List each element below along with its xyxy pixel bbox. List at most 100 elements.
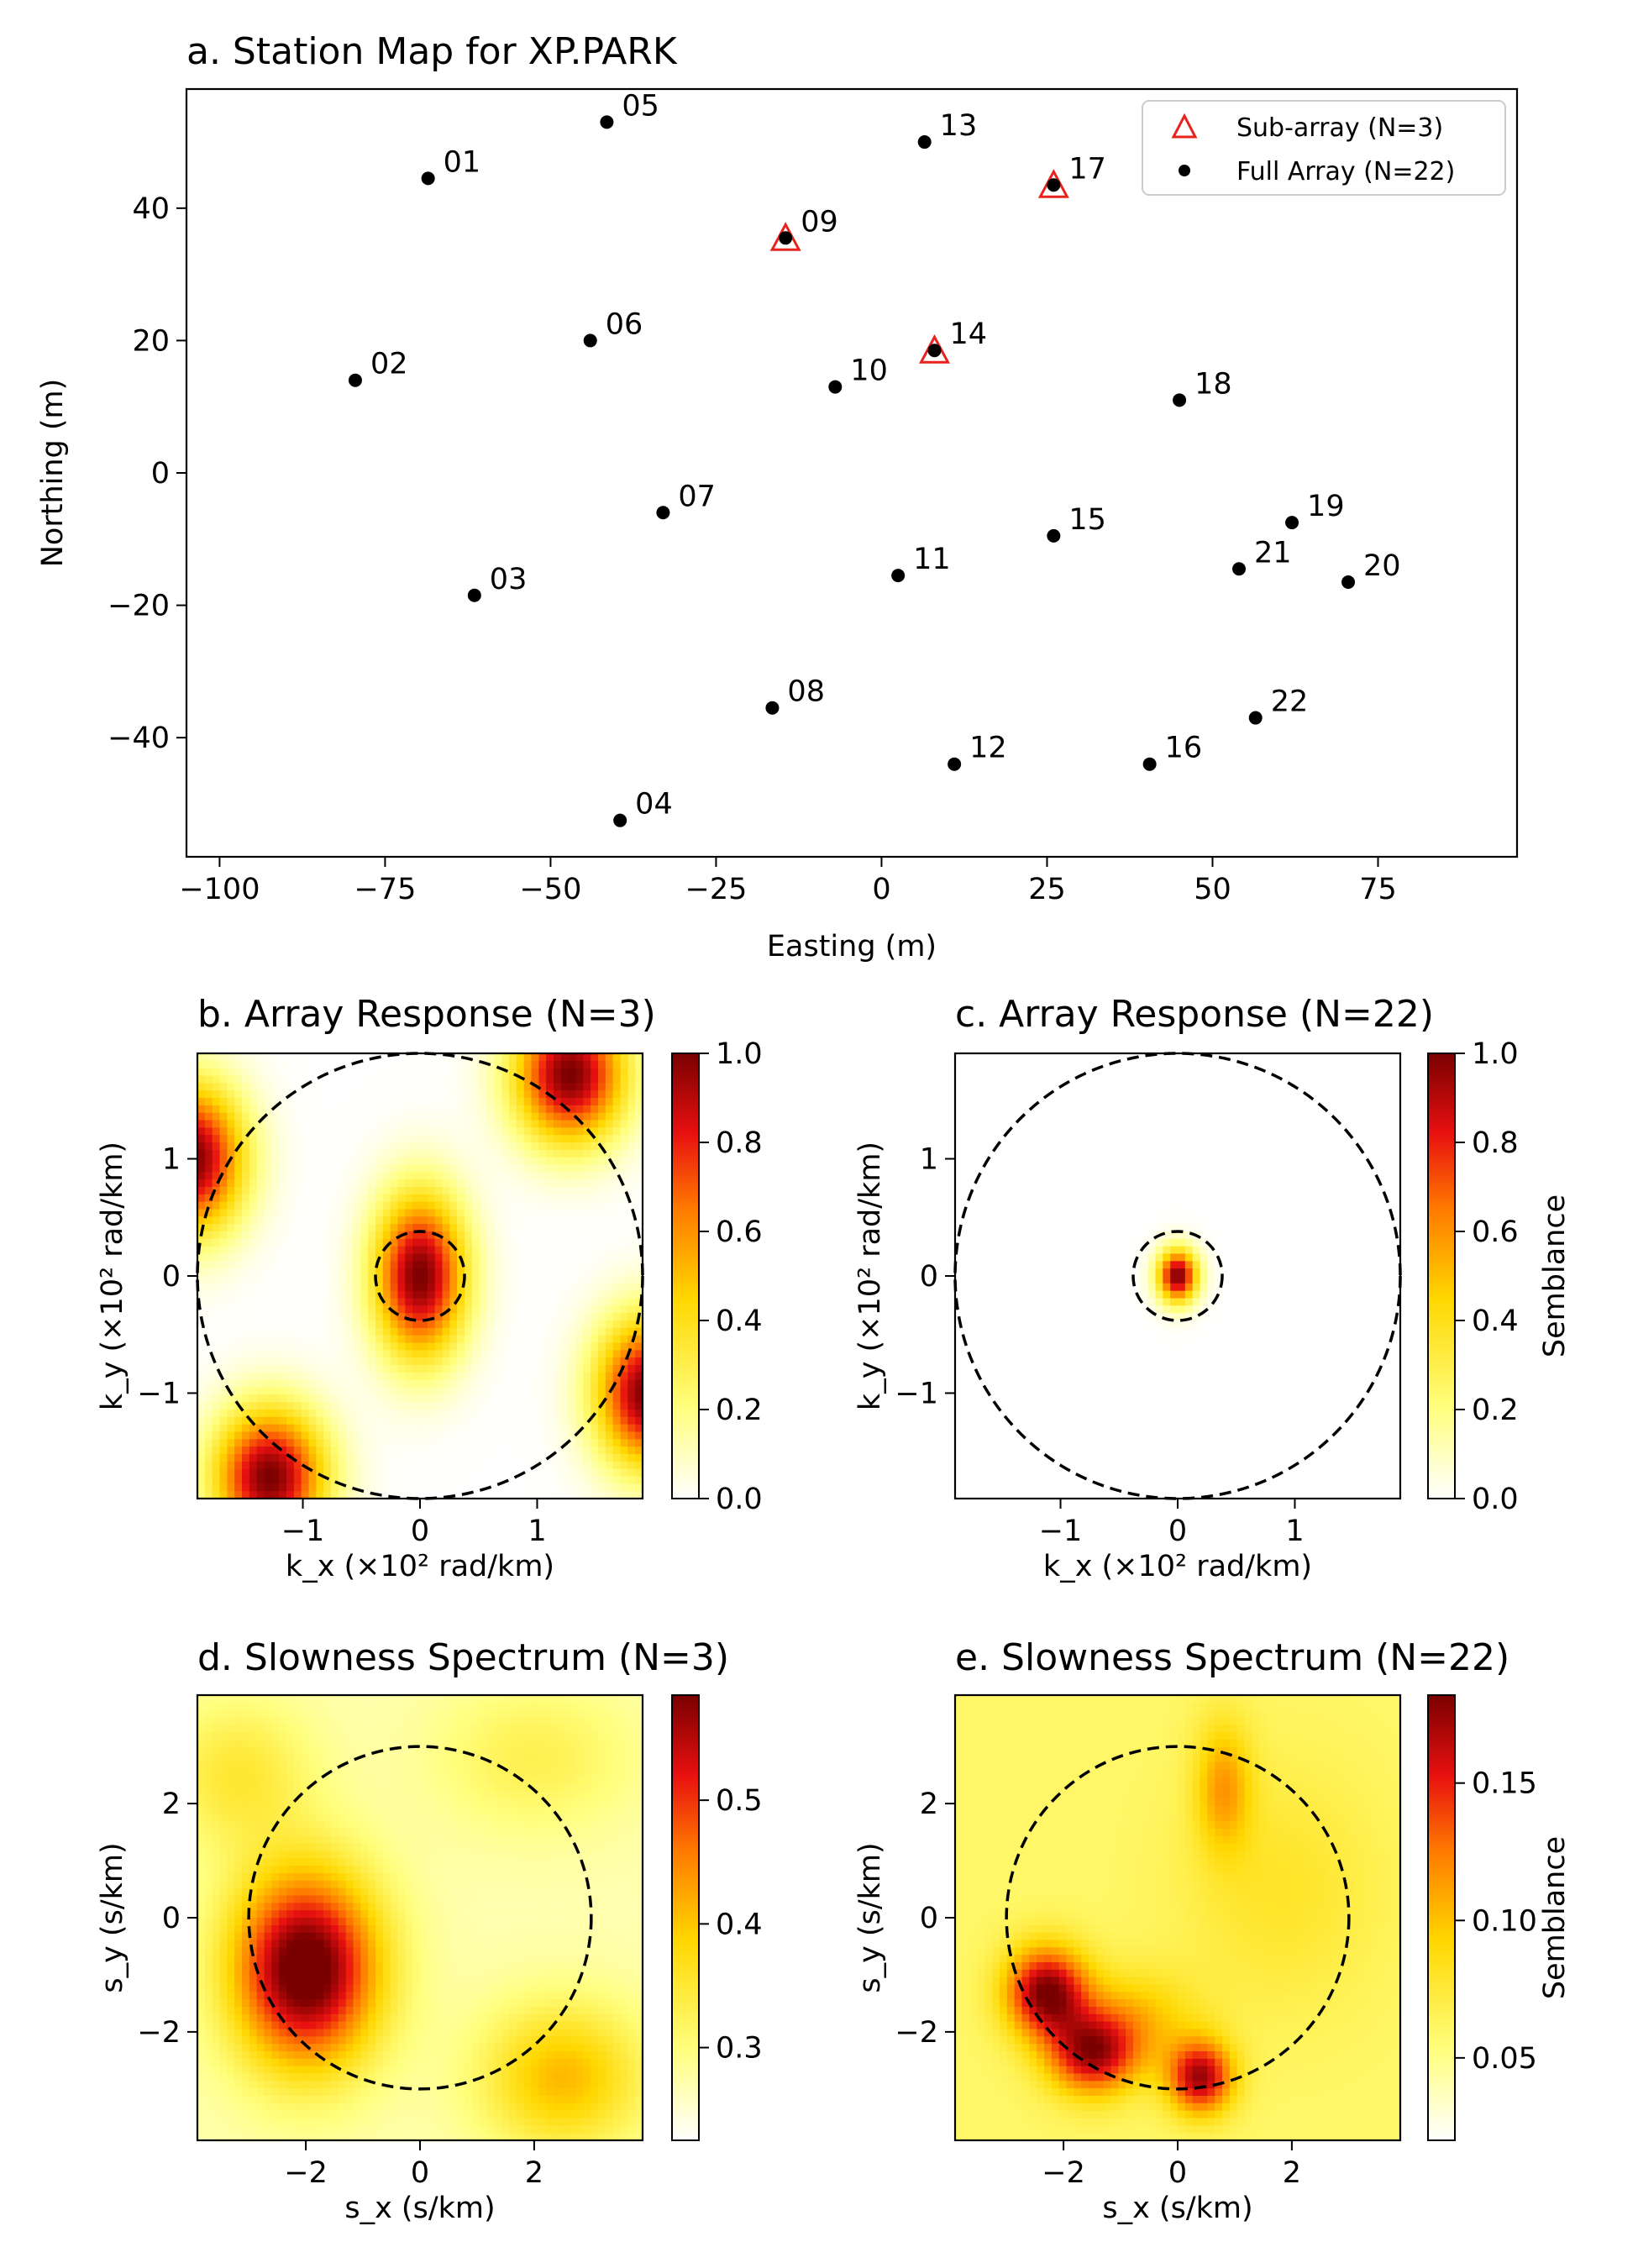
- heatmap-cell: [427, 1424, 436, 1433]
- heatmap-cell: [308, 1416, 317, 1425]
- heatmap-cell: [1289, 1120, 1297, 1128]
- heatmap-cell: [1118, 1135, 1126, 1143]
- heatmap-cell: [420, 1224, 428, 1232]
- heatmap-cell: [331, 1246, 339, 1255]
- heatmap-cell: [1393, 1075, 1401, 1084]
- heatmap-cell: [1095, 1157, 1105, 1166]
- heatmap-cell: [955, 1105, 963, 1114]
- heatmap-cell: [264, 1431, 272, 1440]
- heatmap-cell: [1192, 1053, 1201, 1062]
- heatmap-cell: [554, 1394, 562, 1403]
- heatmap-cell: [1118, 1172, 1126, 1180]
- heatmap-cell: [242, 1149, 250, 1158]
- heatmap-cell: [635, 1439, 643, 1447]
- heatmap-cell: [1236, 1149, 1246, 1158]
- heatmap-cell: [1126, 1164, 1134, 1173]
- heatmap-cell: [301, 1246, 310, 1255]
- heatmap-cell: [249, 1439, 258, 1447]
- heatmap-cell: [1341, 1157, 1349, 1166]
- heatmap-cell: [449, 1410, 458, 1418]
- heatmap-cell: [494, 1253, 502, 1262]
- heatmap-cell: [538, 1431, 547, 1440]
- heatmap-cell: [234, 1276, 243, 1284]
- heatmap-cell: [204, 1246, 213, 1255]
- heatmap-cell: [242, 1209, 250, 1217]
- heatmap-cell: [249, 1461, 258, 1470]
- heatmap-cell: [1006, 1209, 1016, 1217]
- heatmap-cell: [620, 1342, 628, 1351]
- heatmap-cell: [345, 1461, 354, 1470]
- heatmap-cell: [538, 1216, 547, 1225]
- heatmap-cell: [442, 1261, 450, 1269]
- heatmap-cell: [1140, 1164, 1149, 1173]
- heatmap-cell: [977, 1194, 985, 1203]
- heatmap-cell: [620, 1149, 628, 1158]
- heatmap-cell: [308, 1157, 317, 1166]
- heatmap-cell: [627, 1402, 636, 1410]
- heatmap-cell: [1184, 1172, 1194, 1180]
- heatmap-cell: [308, 1468, 317, 1478]
- heatmap-cell: [1385, 1083, 1394, 1091]
- heatmap-cell: [1333, 1060, 1341, 1069]
- x-tick-label: 50: [1194, 873, 1231, 906]
- heatmap-cell: [1259, 1060, 1268, 1069]
- heatmap-cell: [293, 1446, 302, 1455]
- heatmap-cell: [1215, 1090, 1223, 1099]
- heatmap-cell: [204, 1357, 213, 1366]
- heatmap-cell: [1207, 1127, 1215, 1136]
- heatmap-cell: [977, 1201, 985, 1210]
- heatmap-cell: [583, 1135, 591, 1143]
- heatmap-cell: [486, 1075, 495, 1084]
- heatmap-cell: [249, 1468, 258, 1478]
- heatmap-cell: [1348, 1142, 1357, 1151]
- heatmap-cell: [368, 1320, 376, 1329]
- heatmap-cell: [583, 1320, 591, 1329]
- heatmap-cell: [249, 1209, 258, 1217]
- station-label: 02: [370, 348, 408, 381]
- heatmap-cell: [1058, 1060, 1068, 1069]
- heatmap-cell: [1118, 1164, 1126, 1173]
- y-tick-label: 20: [132, 324, 170, 358]
- heatmap-cell: [1207, 1083, 1215, 1091]
- heatmap-cell: [554, 1179, 562, 1188]
- heatmap-cell: [442, 1305, 450, 1314]
- heatmap-cell: [605, 1305, 614, 1314]
- heatmap-cell: [575, 1372, 584, 1381]
- heatmap-cell: [234, 1439, 243, 1447]
- heatmap-cell: [234, 1120, 243, 1128]
- heatmap-cell: [286, 1246, 295, 1255]
- panel-a-xlabel: Easting (m): [767, 930, 937, 963]
- heatmap-cell: [560, 1357, 570, 1366]
- heatmap-cell: [554, 1142, 562, 1151]
- heatmap-cell: [420, 1379, 428, 1389]
- heatmap-cell: [479, 1424, 488, 1433]
- heatmap-cell: [1289, 1157, 1297, 1166]
- heatmap-cell: [457, 1068, 465, 1077]
- heatmap-cell: [338, 1283, 347, 1292]
- heatmap-cell: [509, 1105, 517, 1114]
- heatmap-cell: [486, 1290, 495, 1299]
- heatmap-cell: [227, 1149, 235, 1158]
- heatmap-cell: [486, 1135, 495, 1143]
- heatmap-cell: [412, 1224, 421, 1232]
- heatmap-cell: [523, 1320, 533, 1329]
- heatmap-cell: [271, 1365, 280, 1373]
- heatmap-cell: [434, 1127, 444, 1136]
- heatmap-cell: [538, 1416, 547, 1425]
- heatmap-cell: [627, 1075, 636, 1084]
- heatmap-cell: [486, 1461, 495, 1470]
- heatmap-cell: [1378, 1090, 1386, 1099]
- heatmap-cell: [331, 1454, 339, 1462]
- heatmap-cell: [360, 1164, 369, 1173]
- heatmap-cell: [501, 1142, 510, 1151]
- heatmap-cell: [242, 1276, 250, 1284]
- heatmap-cell: [368, 1112, 376, 1121]
- heatmap-cell: [293, 1283, 302, 1292]
- heatmap-cell: [271, 1350, 280, 1358]
- heatmap-cell: [575, 1238, 584, 1247]
- heatmap-cell: [375, 1461, 384, 1470]
- heatmap-cell: [494, 1416, 502, 1425]
- heatmap-cell: [598, 1187, 606, 1195]
- heatmap-cell: [212, 1491, 221, 1499]
- heatmap-cell: [316, 1238, 324, 1247]
